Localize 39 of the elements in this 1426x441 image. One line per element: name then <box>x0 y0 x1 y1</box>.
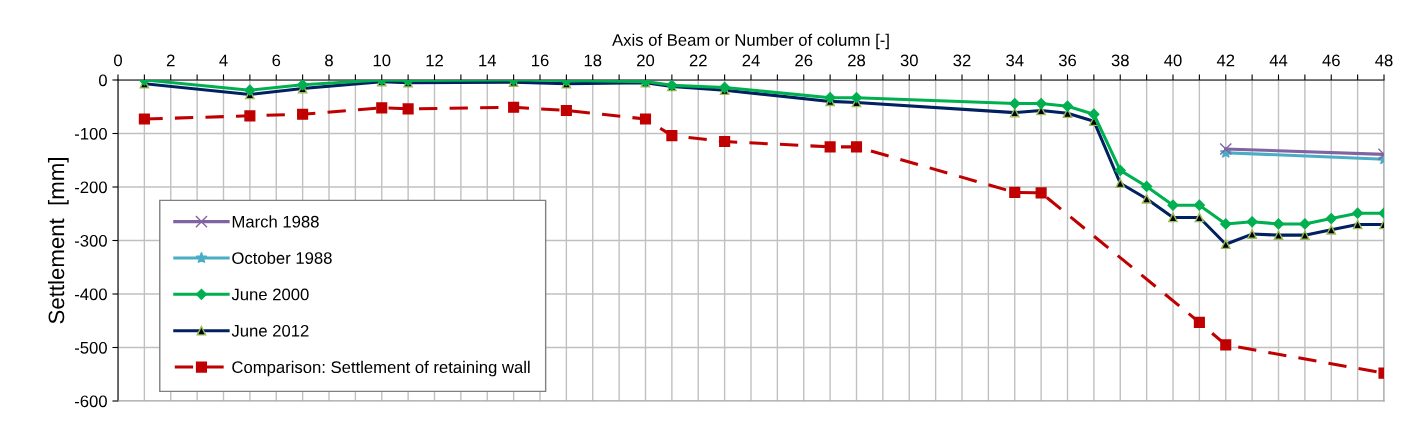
x-tick-label: 20 <box>637 54 655 67</box>
x-tick-label: 2 <box>166 54 175 67</box>
x-tick-label: 48 <box>1375 54 1393 67</box>
x-tick-label: 34 <box>1006 54 1024 67</box>
x-tick-label: 12 <box>426 54 443 67</box>
x-tick-label: 18 <box>584 54 602 67</box>
y-tick-label: -300 <box>74 234 107 247</box>
y-tick-label: -100 <box>74 127 107 140</box>
x-tick-label: 44 <box>1269 54 1288 67</box>
y-tick-label: -500 <box>74 341 107 354</box>
x-axis-title: Axis of Beam or Number of column [-] <box>612 33 889 50</box>
x-tick-label: 36 <box>1058 54 1077 67</box>
x-tick-label: 0 <box>114 54 122 67</box>
x-tick-label: 38 <box>1111 54 1129 67</box>
y-tick-label: 0 <box>98 74 107 87</box>
x-tick-label: 28 <box>848 54 866 67</box>
y-tick-label: -600 <box>74 395 107 408</box>
y-tick-label: -400 <box>74 288 107 301</box>
legend-label: March 1988 <box>232 215 319 228</box>
x-tick-label: 24 <box>742 54 760 67</box>
x-tick-label: 22 <box>689 54 707 67</box>
x-tick-label: 8 <box>325 54 333 67</box>
legend-label: June 2012 <box>231 324 309 337</box>
x-tick-label: 10 <box>373 54 391 67</box>
x-tick-label: 14 <box>479 54 497 67</box>
x-tick-label: 32 <box>953 54 971 67</box>
y-axis-title: Settlement [mm] <box>47 158 69 324</box>
x-tick-label: 16 <box>532 54 549 67</box>
legend-label: June 2000 <box>231 288 309 301</box>
legend-label: Comparison: Settlement of retaining wall <box>232 360 530 377</box>
x-tick-label: 42 <box>1216 54 1235 67</box>
x-tick-label: 40 <box>1164 54 1182 67</box>
x-tick-label: 4 <box>219 54 228 67</box>
x-tick-label: 6 <box>272 54 281 67</box>
legend-label: October 1988 <box>232 251 332 264</box>
y-tick-label: -200 <box>74 181 107 194</box>
x-tick-label: 46 <box>1322 54 1340 67</box>
x-tick-label: 26 <box>795 54 813 67</box>
x-tick-label: 30 <box>900 54 918 67</box>
